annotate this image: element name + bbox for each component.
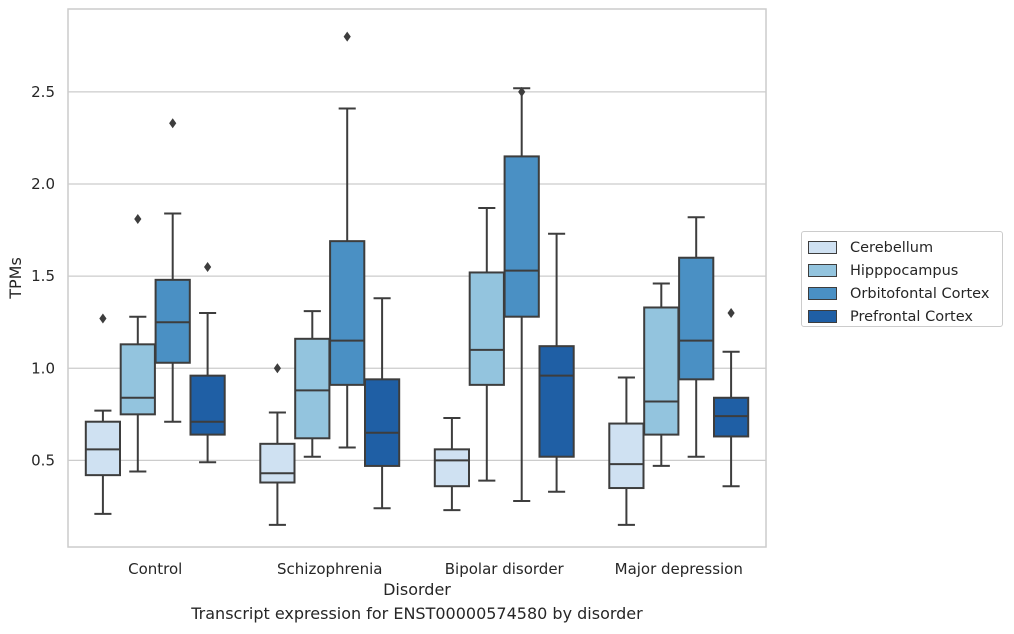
y-tick-label: 2.0 <box>31 175 55 193</box>
box-hipppocampus <box>468 206 505 482</box>
box-orbitofontal-cortex <box>503 86 540 502</box>
box-cerebellum <box>84 313 122 515</box>
box-prefrontal-cortex <box>538 232 575 493</box>
legend-label: Cerebellum <box>850 239 934 256</box>
box-body <box>538 345 575 458</box>
box-cerebellum <box>608 376 645 526</box>
box-orbitofontal-cortex <box>678 216 715 458</box>
outlier-point <box>134 214 142 225</box>
legend-label: Prefrontal Cortex <box>850 308 973 325</box>
figure-caption: Transcript expression for ENST0000057458… <box>191 604 643 623</box>
box-orbitofontal-cortex <box>154 118 191 423</box>
box-body <box>189 374 226 436</box>
legend-item: Cerebellum <box>808 236 1002 259</box>
box-body <box>503 155 540 318</box>
box-hipppocampus <box>294 310 331 458</box>
x-tick-label: Control <box>128 560 182 578</box>
box-body <box>608 422 645 490</box>
box-body <box>643 306 680 436</box>
y-tick-label: 2.5 <box>31 83 55 101</box>
y-tick-labels: 0.5 1.0 1.5 2.0 2.5 <box>31 83 55 469</box>
box-body <box>259 442 296 484</box>
box-cerebellum <box>433 417 471 512</box>
legend-swatch <box>808 310 837 323</box>
legend: Cerebellum Hipppocampus Orbitofontal Corte… <box>801 231 1003 327</box>
box-orbitofontal-cortex <box>329 31 366 449</box>
legend-swatch <box>808 287 837 300</box>
x-axis-label: Disorder <box>383 580 451 599</box>
legend-item: Prefrontal Cortex <box>808 305 1002 328</box>
legend-item: Orbitofontal Cortex <box>808 282 1002 305</box>
legend-swatch <box>808 264 837 277</box>
x-tick-label: Bipolar disorder <box>445 560 565 578</box>
outlier-point <box>273 363 281 374</box>
legend-swatch <box>808 241 837 254</box>
box-body <box>678 256 715 381</box>
x-tick-label: Schizophrenia <box>277 560 382 578</box>
box-prefrontal-cortex <box>189 261 226 464</box>
x-tick-label: Major depression <box>615 560 743 578</box>
box-series <box>84 31 750 526</box>
outlier-point <box>99 313 107 324</box>
box-cerebellum <box>259 363 296 526</box>
box-body <box>329 240 366 386</box>
box-prefrontal-cortex <box>712 308 750 488</box>
legend-item: Hipppocampus <box>808 259 1002 282</box>
y-tick-label: 0.5 <box>31 451 55 469</box>
y-axis-label: TPMs <box>6 257 25 300</box>
outlier-point <box>204 261 212 272</box>
x-tick-labels: Control Schizophrenia Bipolar disorder Majo… <box>128 560 743 578</box>
box-hipppocampus <box>643 282 680 467</box>
box-hipppocampus <box>119 214 156 473</box>
legend-label: Orbitofontal Cortex <box>850 285 990 302</box>
outlier-point <box>727 308 735 319</box>
box-body <box>119 343 156 416</box>
box-body <box>294 337 331 440</box>
y-tick-label: 1.0 <box>31 359 55 377</box>
outlier-point <box>343 31 351 42</box>
y-tick-label: 1.5 <box>31 267 55 285</box>
box-body <box>433 448 471 488</box>
box-body <box>468 271 505 386</box>
legend-label: Hipppocampus <box>850 262 959 279</box>
box-body <box>363 378 401 467</box>
plot-frame <box>67 8 767 548</box>
box-prefrontal-cortex <box>363 297 401 510</box>
outlier-point <box>518 86 526 97</box>
outlier-point <box>169 118 177 129</box>
